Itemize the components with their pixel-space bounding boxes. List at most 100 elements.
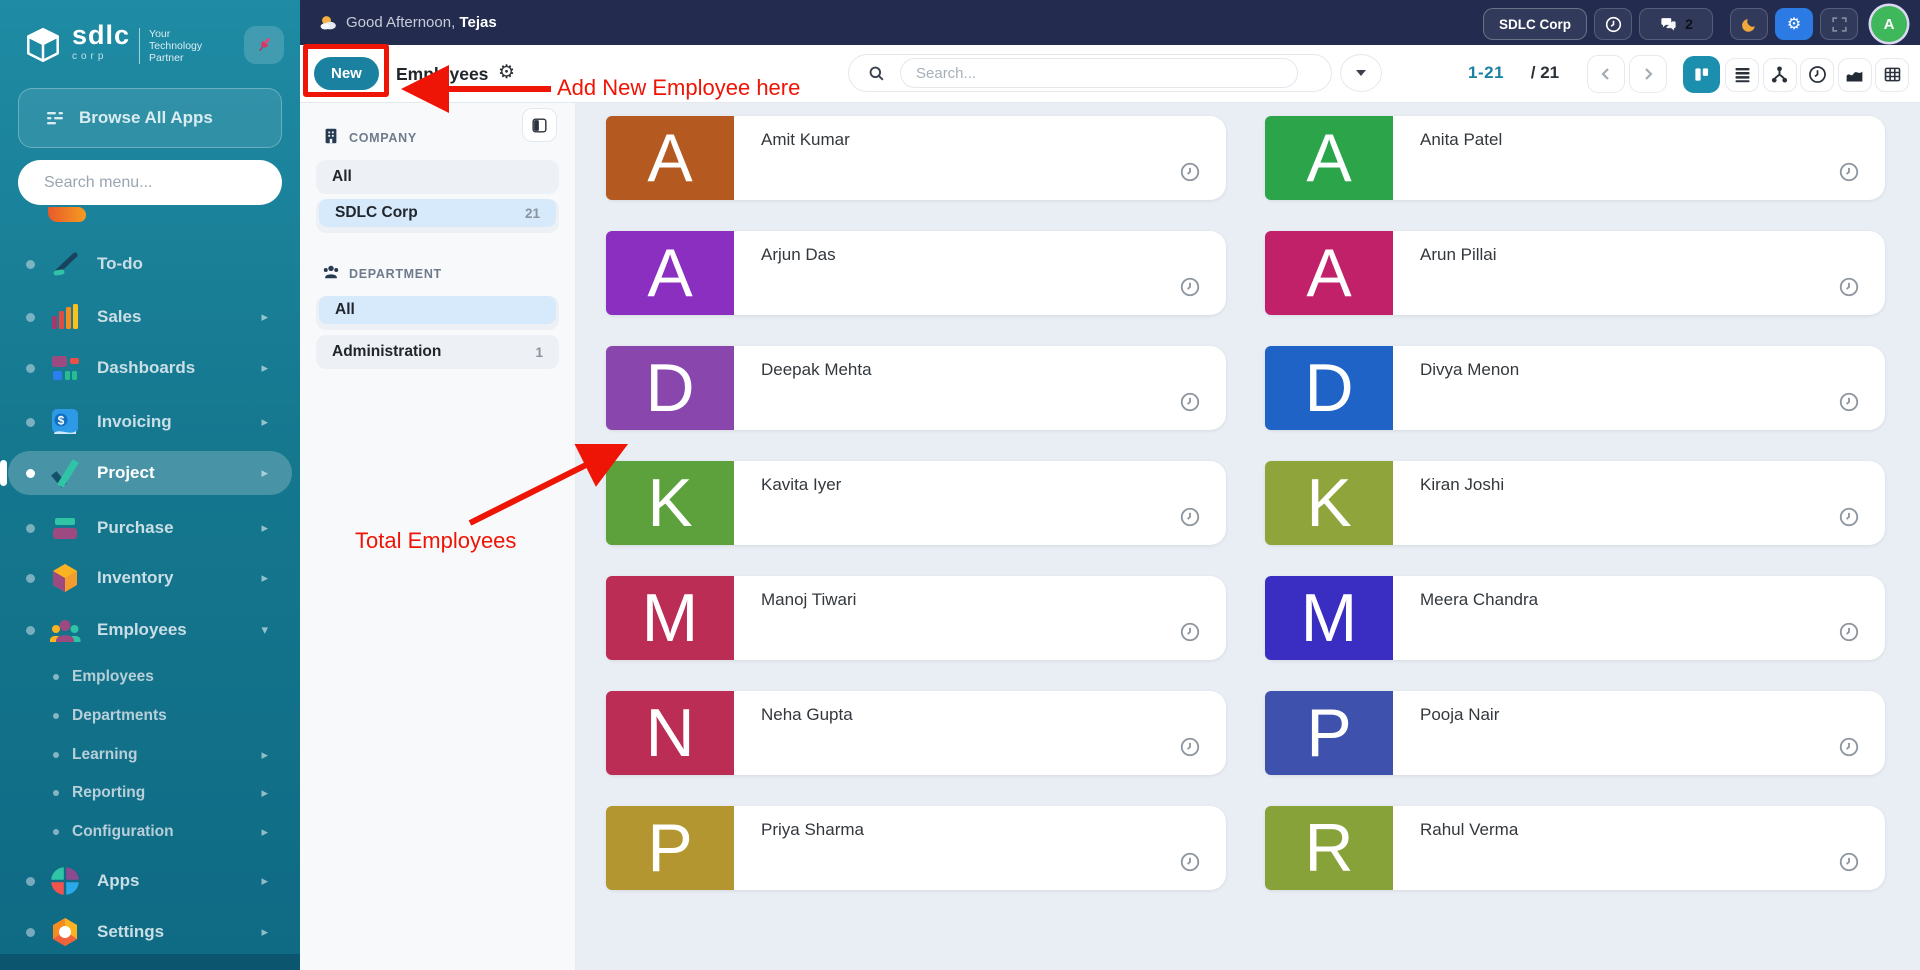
employee-initial: M — [1300, 580, 1358, 656]
sidebar-item-to-do[interactable]: To-do — [8, 242, 292, 286]
user-avatar[interactable]: A — [1871, 6, 1907, 42]
employee-card-amit-kumar[interactable]: A Amit Kumar — [606, 116, 1226, 200]
sidebar-item-learning[interactable]: Learning ▸ — [8, 740, 292, 770]
collapse-panel-button[interactable] — [522, 108, 557, 142]
table-view-button[interactable] — [1875, 57, 1909, 92]
building-icon — [322, 127, 340, 148]
clock-icon[interactable] — [1838, 506, 1860, 528]
gear-icon[interactable]: ⚙ — [498, 62, 516, 83]
sidebar-item-departments[interactable]: Departments — [8, 701, 292, 731]
chat-button[interactable]: 2 — [1639, 8, 1713, 40]
employee-card-deepak-mehta[interactable]: D Deepak Mehta — [606, 346, 1226, 430]
dark-mode-button[interactable] — [1730, 8, 1768, 40]
clock-icon[interactable] — [1838, 736, 1860, 758]
filter-option-all[interactable]: All — [316, 296, 559, 330]
project-icon — [48, 456, 82, 490]
sidebar-item-apps[interactable]: Apps ▸ — [8, 859, 292, 903]
fullscreen-button[interactable] — [1820, 8, 1858, 40]
filter-option-sdlc-corp[interactable]: SDLC Corp 21 — [316, 199, 559, 233]
employee-card-kiran-joshi[interactable]: K Kiran Joshi — [1265, 461, 1885, 545]
sidebar-subitem-label: Departments — [72, 707, 167, 724]
hierarchy-view-button[interactable] — [1762, 57, 1797, 92]
filter-option-administration[interactable]: Administration 1 — [316, 335, 559, 369]
sidebar-search-input[interactable] — [18, 160, 282, 205]
employee-card-anita-patel[interactable]: A Anita Patel — [1265, 116, 1885, 200]
next-page-button[interactable] — [1629, 55, 1667, 93]
employee-card-meera-chandra[interactable]: M Meera Chandra — [1265, 576, 1885, 660]
sidebar-item-invoicing[interactable]: $ Invoicing ▸ — [8, 400, 292, 444]
chevron-icon: ▸ — [261, 309, 268, 324]
view-switcher — [1725, 57, 1909, 92]
sidebar-item-inventory[interactable]: Inventory ▸ — [8, 556, 292, 600]
sidebar: sdlc corp Your Technology Partner Browse Al… — [0, 0, 300, 970]
clock-icon[interactable] — [1179, 161, 1201, 183]
sidebar-item-reporting[interactable]: Reporting ▸ — [8, 778, 292, 808]
bullet-dot-icon — [26, 312, 35, 322]
sidebar-item-employees[interactable]: Employees ▾ — [8, 608, 292, 652]
clock-icon[interactable] — [1179, 276, 1201, 298]
employee-avatar: K — [1265, 461, 1393, 545]
clock-view-button[interactable] — [1800, 57, 1834, 92]
employee-card-manoj-tiwari[interactable]: M Manoj Tiwari — [606, 576, 1226, 660]
clock-icon[interactable] — [1838, 851, 1860, 873]
employee-card-neha-gupta[interactable]: N Neha Gupta — [606, 691, 1226, 775]
inventory-icon — [48, 561, 82, 595]
clock-icon[interactable] — [1179, 851, 1201, 873]
sidebar-item-label: Project — [97, 463, 155, 482]
sidebar-item-configuration[interactable]: Configuration ▸ — [8, 817, 292, 847]
employee-card-priya-sharma[interactable]: P Priya Sharma — [606, 806, 1226, 890]
list-view-button[interactable] — [1725, 57, 1759, 92]
bullet-dot-icon — [53, 674, 59, 680]
filter-dropdown-button[interactable] — [1340, 54, 1382, 92]
clock-icon[interactable] — [1179, 621, 1201, 643]
clock-icon[interactable] — [1838, 621, 1860, 643]
employee-initial: P — [647, 810, 693, 886]
recent-activity-button[interactable] — [1594, 8, 1632, 40]
clock-icon[interactable] — [1838, 161, 1860, 183]
chart-view-button[interactable] — [1837, 57, 1872, 92]
employee-name: Neha Gupta — [761, 705, 853, 724]
employee-initial: A — [647, 120, 693, 196]
company-switch-button[interactable]: SDLC Corp — [1483, 8, 1587, 40]
pin-sidebar-button[interactable] — [244, 26, 284, 64]
browse-all-apps-button[interactable]: Browse All Apps — [18, 88, 282, 148]
clock-icon[interactable] — [1179, 736, 1201, 758]
prev-page-button[interactable] — [1587, 55, 1625, 93]
sidebar-item-project[interactable]: Project ▸ — [0, 451, 292, 495]
bullet-dot-icon — [26, 523, 35, 533]
sidebar-item-sales[interactable]: Sales ▸ — [8, 295, 292, 339]
chevron-icon: ▸ — [261, 785, 268, 800]
pagination-total: / 21 — [1530, 63, 1560, 82]
sidebar-item-label: Purchase — [97, 518, 174, 537]
sidebar-item-purchase[interactable]: Purchase ▸ — [8, 506, 292, 550]
sidebar-item-settings[interactable]: Settings ▸ — [8, 910, 292, 954]
settings-button[interactable]: ⚙ — [1775, 8, 1813, 40]
purchase-icon — [48, 511, 82, 545]
employee-name: Deepak Mehta — [761, 360, 872, 379]
content-area: COMPANY All SDLC Corp 21 DEPARTMENT All … — [300, 103, 1920, 970]
employee-card-divya-menon[interactable]: D Divya Menon — [1265, 346, 1885, 430]
clock-icon[interactable] — [1179, 391, 1201, 413]
employee-card-arun-pillai[interactable]: A Arun Pillai — [1265, 231, 1885, 315]
employee-avatar: D — [606, 346, 734, 430]
filter-option-all[interactable]: All — [316, 160, 559, 194]
clock-icon[interactable] — [1838, 276, 1860, 298]
employee-card-arjun-das[interactable]: A Arjun Das — [606, 231, 1226, 315]
employee-card-kavita-iyer[interactable]: K Kavita Iyer — [606, 461, 1226, 545]
clock-icon[interactable] — [1838, 391, 1860, 413]
clock-icon[interactable] — [1179, 506, 1201, 528]
kanban-view-button[interactable] — [1683, 56, 1720, 93]
employee-name: Priya Sharma — [761, 820, 864, 839]
chevron-left-icon — [1601, 68, 1609, 80]
chevron-icon: ▾ — [261, 622, 268, 637]
sidebar-item-employees[interactable]: Employees — [8, 662, 292, 692]
employee-card-pooja-nair[interactable]: P Pooja Nair — [1265, 691, 1885, 775]
search-input[interactable] — [900, 58, 1298, 88]
sidebar-item-dashboards[interactable]: Dashboards ▸ — [8, 346, 292, 390]
employee-card-rahul-verma[interactable]: R Rahul Verma — [1265, 806, 1885, 890]
settings-icon — [48, 915, 82, 949]
active-indicator — [0, 460, 7, 486]
new-button[interactable]: New — [314, 57, 379, 90]
employee-avatar: P — [606, 806, 734, 890]
invoicing-icon: $ — [48, 405, 82, 439]
